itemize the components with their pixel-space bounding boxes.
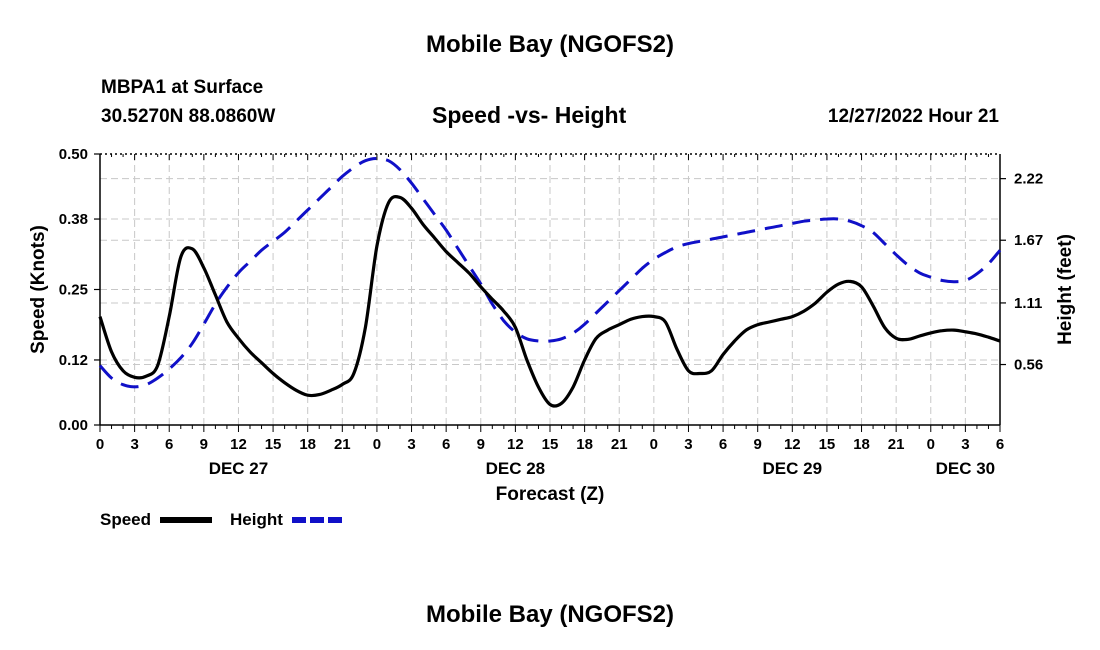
x-tick-label: 15 bbox=[819, 436, 836, 453]
x-tick-label: 15 bbox=[265, 436, 282, 453]
x-tick-label: 9 bbox=[477, 436, 485, 453]
legend-height-label: Height bbox=[230, 510, 283, 529]
x-tick-label: 0 bbox=[927, 436, 935, 453]
x-tick-label: 9 bbox=[200, 436, 208, 453]
x-tick-label: 12 bbox=[784, 436, 801, 453]
y-tick-label: 0.12 bbox=[59, 352, 88, 369]
x-tick-label: 6 bbox=[442, 436, 450, 453]
x-tick-label: 12 bbox=[507, 436, 524, 453]
x-tick-label: 3 bbox=[684, 436, 692, 453]
station-name: MBPA1 at Surface bbox=[101, 77, 264, 98]
x-tick-label: 6 bbox=[996, 436, 1004, 453]
x-tick-label: 18 bbox=[576, 436, 593, 453]
x-tick-label: 6 bbox=[719, 436, 727, 453]
chart-subtitle: Speed -vs- Height bbox=[432, 102, 627, 128]
x-tick-label: 12 bbox=[230, 436, 247, 453]
x-tick-label: 6 bbox=[165, 436, 173, 453]
x-tick-label: 0 bbox=[96, 436, 104, 453]
x-tick-label: 3 bbox=[130, 436, 138, 453]
series-speed-line bbox=[98, 194, 1001, 408]
x-tick-label: 0 bbox=[650, 436, 658, 453]
x-tick-label: 0 bbox=[373, 436, 381, 453]
x-tick-label: 15 bbox=[542, 436, 559, 453]
x-tick-label: 21 bbox=[888, 436, 905, 453]
x-date-label: DEC 28 bbox=[486, 459, 546, 478]
x-tick-label: 3 bbox=[407, 436, 415, 453]
y2-axis-title: Height (feet) bbox=[1055, 234, 1076, 345]
x-date-label: DEC 29 bbox=[763, 459, 823, 478]
x-tick-label: 18 bbox=[853, 436, 870, 453]
y-tick-label: 0.25 bbox=[59, 282, 88, 299]
y2-tick-label: 1.67 bbox=[1014, 232, 1043, 249]
y-tick-label: 0.50 bbox=[59, 146, 88, 163]
y2-tick-label: 2.22 bbox=[1014, 171, 1043, 188]
x-tick-label: 21 bbox=[334, 436, 351, 453]
x-tick-label: 3 bbox=[961, 436, 969, 453]
x-date-label: DEC 27 bbox=[209, 459, 269, 478]
y-tick-label: 0.38 bbox=[59, 211, 88, 228]
x-tick-label: 9 bbox=[754, 436, 762, 453]
y-tick-label: 0.00 bbox=[59, 417, 88, 434]
chart-title: Mobile Bay (NGOFS2) bbox=[425, 31, 675, 58]
forecast-datetime: 12/27/2022 Hour 21 bbox=[827, 106, 999, 127]
x-tick-label: 21 bbox=[611, 436, 628, 453]
y2-tick-label: 0.56 bbox=[1014, 357, 1043, 374]
x-tick-label: 18 bbox=[299, 436, 316, 453]
y2-tick-label: 1.11 bbox=[1014, 295, 1042, 312]
footer-title: Mobile Bay (NGOFS2) bbox=[425, 601, 675, 628]
x-date-label: DEC 30 bbox=[936, 459, 996, 478]
legend-speed-label: Speed bbox=[100, 510, 151, 529]
x-axis-title: Forecast (Z) bbox=[496, 484, 605, 505]
station-coordinates: 30.5270N 88.0860W bbox=[101, 106, 276, 127]
y-axis-title: Speed (Knots) bbox=[28, 225, 49, 354]
series-height-line bbox=[98, 156, 1002, 389]
